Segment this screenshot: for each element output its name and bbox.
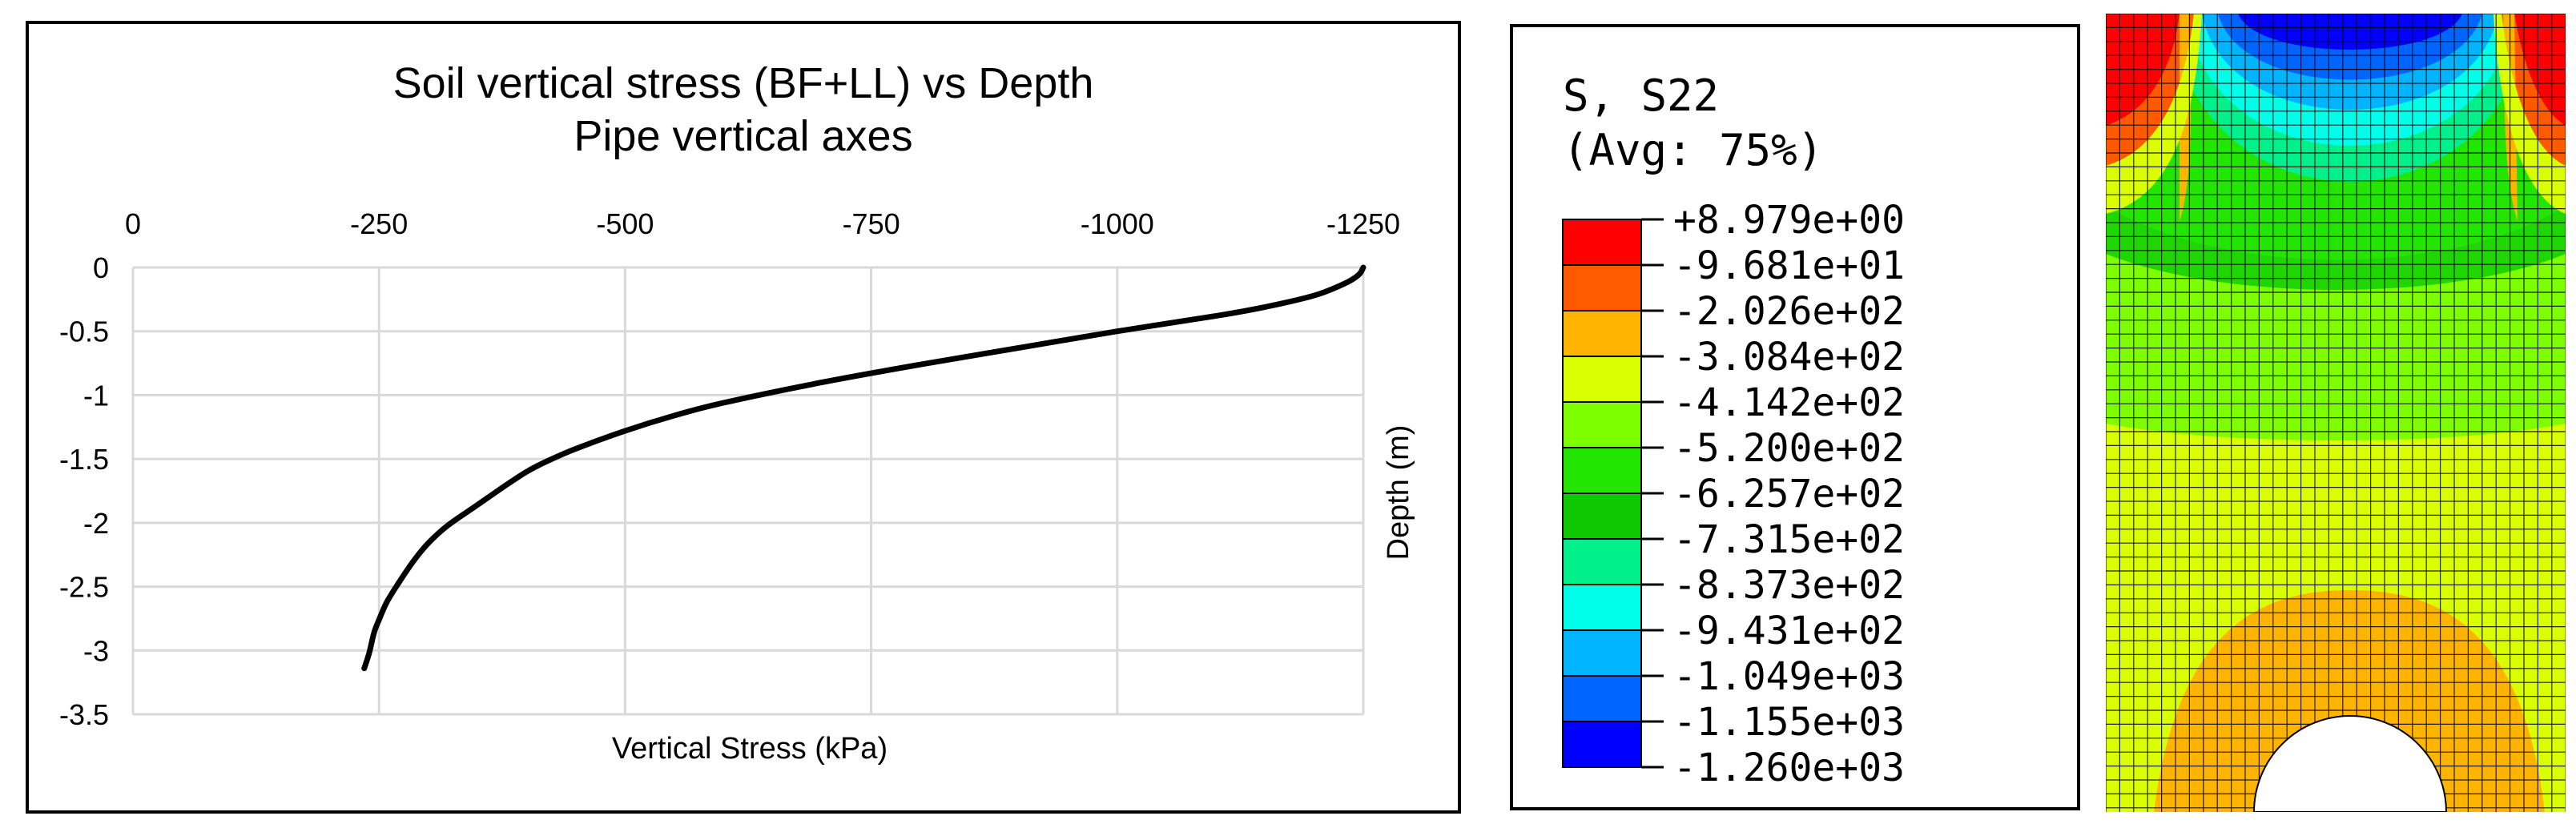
y-tick-label: -1 bbox=[83, 379, 109, 412]
legend-label: -1.155e+03 bbox=[1673, 700, 1905, 745]
contour-band bbox=[2238, 14, 2462, 50]
x-tick-label: -1250 bbox=[1326, 207, 1400, 240]
chart-gridlines bbox=[131, 266, 1365, 716]
legend-label: -7.315e+02 bbox=[1673, 517, 1905, 562]
legend-label: -2.026e+02 bbox=[1673, 289, 1905, 334]
legend-swatch bbox=[1562, 356, 1642, 403]
y-tick-label: -2 bbox=[83, 507, 109, 540]
x-tick-label: -1000 bbox=[1081, 207, 1154, 240]
legend-swatch bbox=[1562, 310, 1642, 357]
mesh-lines bbox=[2106, 14, 2566, 812]
legend-swatch bbox=[1562, 492, 1642, 540]
stress-contour-plot-panel bbox=[2106, 14, 2566, 812]
pipe-opening bbox=[2252, 715, 2448, 812]
legend-swatch bbox=[1562, 629, 1642, 677]
legend-label: -9.431e+02 bbox=[1673, 609, 1905, 653]
y-tick-label: -0.5 bbox=[59, 316, 109, 348]
x-tick-labels: 0 -250 -500 -750 -1000 -1250 bbox=[125, 207, 1400, 240]
x-tick-label: 0 bbox=[125, 207, 141, 240]
contour-band bbox=[2502, 14, 2566, 166]
legend-swatch bbox=[1562, 675, 1642, 722]
y-tick-label: -3 bbox=[83, 634, 109, 667]
legend-subtitle: (Avg: 75%) bbox=[1563, 125, 1823, 175]
chart-title: Soil vertical stress (BF+LL) vs Depth bbox=[393, 59, 1094, 107]
series-line bbox=[361, 264, 1366, 672]
contour-legend-panel: S, S22 (Avg: 75%) +8.979e+00 -9.681e+01 -2… bbox=[1510, 24, 2080, 810]
legend-swatch bbox=[1562, 584, 1642, 631]
contour-bands bbox=[2106, 14, 2566, 812]
contour-band bbox=[2106, 14, 2202, 214]
legend-label: -6.257e+02 bbox=[1673, 472, 1905, 516]
fe-mesh-grid bbox=[2106, 14, 2566, 812]
legend-swatch bbox=[1562, 447, 1642, 494]
x-tick-label: -500 bbox=[596, 207, 654, 240]
legend-label: -8.373e+02 bbox=[1673, 563, 1905, 608]
stress-contour-plot bbox=[2106, 14, 2566, 812]
contour-band bbox=[2154, 590, 2545, 812]
legend-label: -5.200e+02 bbox=[1673, 426, 1905, 471]
x-axis-label: Vertical Stress (kPa) bbox=[612, 732, 888, 766]
y-tick-label: 0 bbox=[93, 251, 109, 284]
legend-label: -1.049e+03 bbox=[1673, 654, 1905, 699]
legend-label: +8.979e+00 bbox=[1673, 198, 1905, 243]
y-tick-label: -2.5 bbox=[59, 571, 109, 604]
legend-swatch bbox=[1562, 401, 1642, 448]
stress-depth-chart-panel: Soil vertical stress (BF+LL) vs Depth Pi… bbox=[26, 21, 1461, 814]
legend-color-bar bbox=[1562, 219, 1642, 768]
chart-series bbox=[361, 264, 1366, 672]
legend-swatch bbox=[1562, 721, 1642, 768]
contour-legend: S, S22 (Avg: 75%) +8.979e+00-9.681e+01-2… bbox=[1562, 70, 1905, 790]
legend-value-labels: +8.979e+00-9.681e+01-2.026e+02-3.084e+02… bbox=[1641, 198, 1905, 790]
y-tick-label: -1.5 bbox=[59, 443, 109, 476]
y-tick-label: -3.5 bbox=[59, 698, 109, 731]
legend-label: -3.084e+02 bbox=[1673, 335, 1905, 380]
legend-title: S, S22 bbox=[1563, 70, 1719, 121]
stress-depth-chart: Soil vertical stress (BF+LL) vs Depth Pi… bbox=[59, 59, 1415, 766]
contour-band bbox=[2106, 14, 2194, 166]
legend-swatch bbox=[1562, 219, 1642, 266]
legend-swatch bbox=[1562, 264, 1642, 312]
legend-label: -9.681e+01 bbox=[1673, 243, 1905, 288]
legend-label: -1.260e+03 bbox=[1673, 746, 1905, 790]
y-tick-labels: 0 -0.5 -1 -1.5 -2 -2.5 -3 -3.5 bbox=[59, 251, 109, 731]
contour-band bbox=[2106, 254, 2566, 440]
contour-band bbox=[2493, 14, 2566, 214]
y-axis-label: Depth (m) bbox=[1382, 425, 1415, 561]
x-tick-label: -750 bbox=[843, 207, 900, 240]
chart-subtitle: Pipe vertical axes bbox=[574, 112, 912, 160]
legend-swatch bbox=[1562, 538, 1642, 585]
x-tick-label: -250 bbox=[350, 207, 408, 240]
legend-label: -4.142e+02 bbox=[1673, 380, 1905, 425]
